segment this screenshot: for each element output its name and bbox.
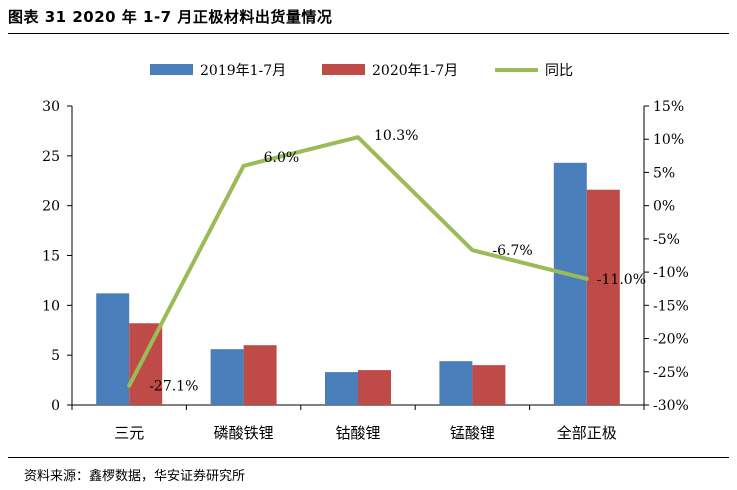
- right-tick-label: -30%: [653, 398, 689, 414]
- data-label: 10.3%: [374, 128, 418, 144]
- bar-2019: [210, 349, 244, 405]
- title-rule: [8, 33, 729, 34]
- left-tick-label: 0: [51, 398, 60, 414]
- x-tick-label: 全部正极: [557, 424, 617, 442]
- right-tick-label: 10%: [653, 132, 684, 148]
- right-tick-label: -15%: [653, 298, 689, 314]
- bar-2019: [439, 361, 473, 405]
- legend-swatch-2019: [150, 64, 193, 75]
- bar-2019: [325, 372, 358, 405]
- left-tick-label: 10: [42, 298, 60, 314]
- data-label: -11.0%: [597, 272, 646, 288]
- right-tick-label: 5%: [653, 165, 675, 181]
- figure-title: 图表 31 2020 年 1-7 月正极材料出货量情况: [8, 8, 333, 26]
- bar-2020: [472, 365, 506, 405]
- left-tick-label: 25: [42, 149, 60, 165]
- bar-2019: [553, 162, 587, 405]
- left-tick-label: 20: [42, 199, 60, 215]
- right-tick-label: -25%: [653, 365, 689, 381]
- source-note: 资料来源：鑫椤数据，华安证券研究所: [24, 469, 246, 484]
- right-tick-label: -5%: [653, 232, 680, 248]
- legend-label: 2020年1-7月: [372, 63, 458, 79]
- bar-2019: [96, 293, 130, 405]
- right-tick-label: 0%: [653, 199, 675, 215]
- footer-rule: [8, 457, 729, 458]
- x-tick-label: 三元: [114, 424, 144, 442]
- data-label: -6.7%: [492, 243, 532, 259]
- x-tick-label: 钴酸锂: [335, 424, 380, 442]
- legend-label: 2019年1-7月: [200, 63, 286, 79]
- x-tick-label: 磷酸铁锂: [214, 424, 274, 442]
- legend-label: 同比: [545, 63, 573, 79]
- left-tick-label: 15: [42, 249, 60, 265]
- right-tick-label: 15%: [653, 99, 684, 115]
- yoy-line: [127, 135, 589, 388]
- data-label: -27.1%: [149, 379, 198, 395]
- bar-2020: [586, 189, 620, 405]
- left-tick-label: 30: [42, 99, 60, 115]
- right-tick-label: -20%: [653, 332, 689, 348]
- right-tick-label: -10%: [653, 265, 689, 281]
- bar-2020: [243, 345, 277, 405]
- data-label: 6.0%: [264, 150, 300, 166]
- left-tick-label: 5: [51, 348, 60, 364]
- bar-2020: [358, 370, 391, 405]
- legend-swatch-2020: [322, 64, 365, 75]
- x-tick-label: 锰酸锂: [450, 424, 495, 442]
